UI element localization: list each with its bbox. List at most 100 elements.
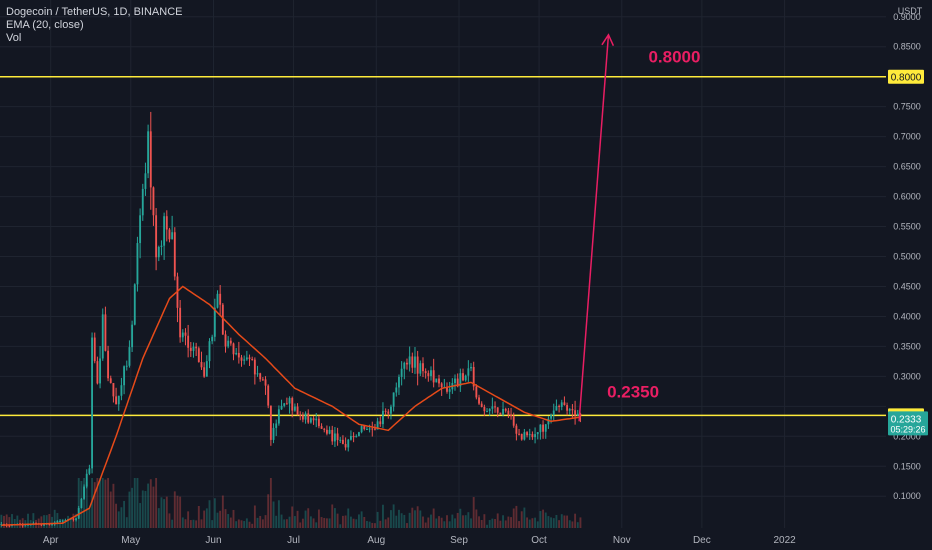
volume-bar [456,512,459,528]
volume-bar [3,515,5,528]
candle-body [555,405,558,411]
volume-bar [317,509,320,528]
time-axis[interactable]: Apr May Jun Jul Aug Sep Oct Nov Dec 2022 [43,535,796,546]
volume-bar [288,516,291,528]
volume-bar [355,519,358,528]
price-axis[interactable]: 0.80000.2350USDT0.90000.85000.75000.7000… [888,6,928,501]
candle-body [160,245,163,248]
candle-body [112,383,115,397]
last-price-badge[interactable] [888,411,928,436]
volume-bar [141,490,144,528]
candle-body [125,365,128,367]
volume-bar [454,518,456,528]
volume-bar [168,513,171,528]
candle-body [173,232,176,277]
volume-bar [566,515,569,528]
volume-bar [211,520,214,528]
volume-bar [195,520,198,528]
volume-bar [446,515,448,528]
candle-body [486,411,488,413]
candle-body [446,386,448,392]
candle-body [571,409,574,411]
volume-bar [390,510,392,528]
candle-body [390,406,392,414]
volume-bar [320,517,323,528]
volume-bar [155,478,158,528]
symbol-title[interactable]: Dogecoin / TetherUS, 1D, BINANCE [6,6,183,18]
volume-legend[interactable]: Vol [6,32,22,44]
candle-body [395,387,398,393]
volume-bar [144,490,147,528]
volume-bar [128,491,131,528]
volume-bar [27,513,29,528]
candle-body [422,363,424,372]
volume-bar [555,514,558,528]
volume-bar [184,519,187,528]
candle-body [398,376,400,388]
volume-bar [248,521,251,528]
candle-body [117,395,120,405]
candle-body [285,403,288,405]
volume-bar [475,509,478,528]
candle-body [181,332,184,338]
annotations[interactable]: 0.8000 0.2350 [578,33,700,422]
candle-body [547,418,550,425]
volume-bar [368,521,371,528]
volume-bar [379,520,382,528]
volume-bar [179,496,182,528]
candle-body [317,418,320,427]
candle-body [64,520,67,522]
candle-body [152,187,155,216]
candle-body [374,428,376,430]
ema-legend[interactable]: EMA (20, close) [6,19,84,31]
volume-bar [309,516,312,528]
volume-bar [131,487,134,528]
candle-body [179,307,182,338]
candle-body [360,426,363,433]
horizontal-levels[interactable] [0,75,886,417]
annotation-label-0[interactable]: 0.8000 [648,48,700,67]
volume-bar [427,517,430,528]
candle-body [96,361,99,384]
annotation-label-1[interactable]: 0.2350 [607,382,659,401]
ema-line [1,285,581,526]
candle-body [379,421,382,425]
volume-bar [419,510,422,528]
candle-body [558,405,561,407]
volume-bar [443,521,446,528]
candle-body [155,215,158,258]
candle-body [526,432,528,436]
candle-body [531,434,534,438]
volume-bar [550,517,553,528]
volume-bar [328,518,331,528]
candle-body [502,408,504,415]
candle-body [563,402,566,406]
volume-bar [576,522,579,528]
candle-body [139,215,142,244]
projection-arrow[interactable] [578,34,610,422]
candle-body [251,358,254,360]
candle-body [427,373,430,377]
y-tick-label: 0.6000 [893,192,921,202]
candle-body [307,413,310,423]
candle-body [29,524,32,526]
volume-bar [312,518,315,528]
candle-body [200,362,203,368]
y-tick-label: 0.4500 [893,281,921,291]
candle-body [440,383,443,388]
volume-bars [0,478,582,528]
volume-bar [51,516,53,528]
volume-bar [398,509,400,528]
candle-body [272,427,275,440]
volume-bar [117,511,120,528]
volume-bar [267,494,270,528]
volume-bar [547,516,550,528]
volume-bar [374,523,376,528]
candle-body [288,398,291,404]
volume-bar [16,515,19,528]
volume-bar [205,508,208,528]
candle-body [264,379,267,386]
candle-body [187,335,190,348]
volume-bar [149,479,152,528]
